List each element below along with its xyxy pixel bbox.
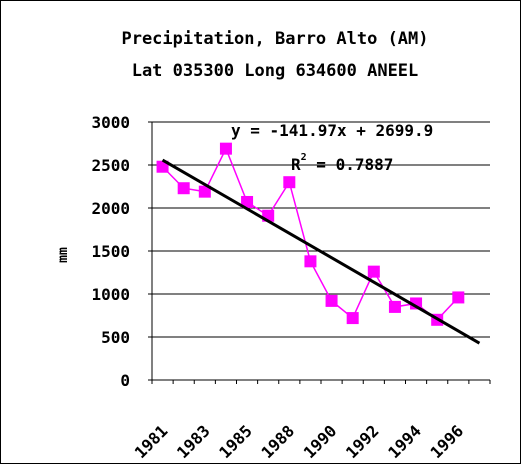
y-tick-2500: 2500	[91, 156, 130, 175]
data-point-9	[325, 294, 338, 307]
data-point-3	[198, 185, 211, 198]
r-squared-label: R2 = 0.7887	[291, 152, 393, 174]
y-tick-0: 0	[120, 371, 130, 390]
r-squared-value: = 0.7887	[307, 155, 394, 174]
trendline-group	[161, 158, 481, 345]
chart-subtitle: Lat 035300 Long 634600 ANEEL	[132, 61, 419, 81]
data-point-11	[367, 265, 380, 278]
data-point-8	[304, 255, 317, 268]
r-squared-exponent: 2	[301, 152, 307, 163]
y-tick-1000: 1000	[91, 285, 130, 304]
trendline	[161, 158, 481, 345]
gridlines	[152, 121, 490, 338]
data-point-7	[283, 176, 296, 189]
y-axis-label: mm	[56, 247, 71, 263]
y-tick-2000: 2000	[91, 199, 130, 218]
r-squared-prefix: R	[291, 155, 301, 174]
data-point-12	[388, 300, 401, 313]
data-point-10	[346, 312, 359, 325]
axes	[148, 121, 491, 384]
data-point-5	[241, 195, 254, 208]
data-point-4	[219, 142, 232, 155]
y-tick-1500: 1500	[91, 242, 130, 261]
y-tick-labels: 0 500 1000 1500 2000 2500 3000	[91, 113, 130, 390]
trendline-equation: y = -141.97x + 2699.9	[231, 121, 433, 140]
data-point-1	[156, 160, 169, 173]
y-tick-3000: 3000	[91, 113, 130, 132]
data-series	[156, 142, 465, 326]
data-point-15	[452, 291, 465, 304]
y-tick-500: 500	[101, 328, 130, 347]
chart-title: Precipitation, Barro Alto (AM)	[121, 29, 428, 49]
data-point-2	[177, 182, 190, 195]
